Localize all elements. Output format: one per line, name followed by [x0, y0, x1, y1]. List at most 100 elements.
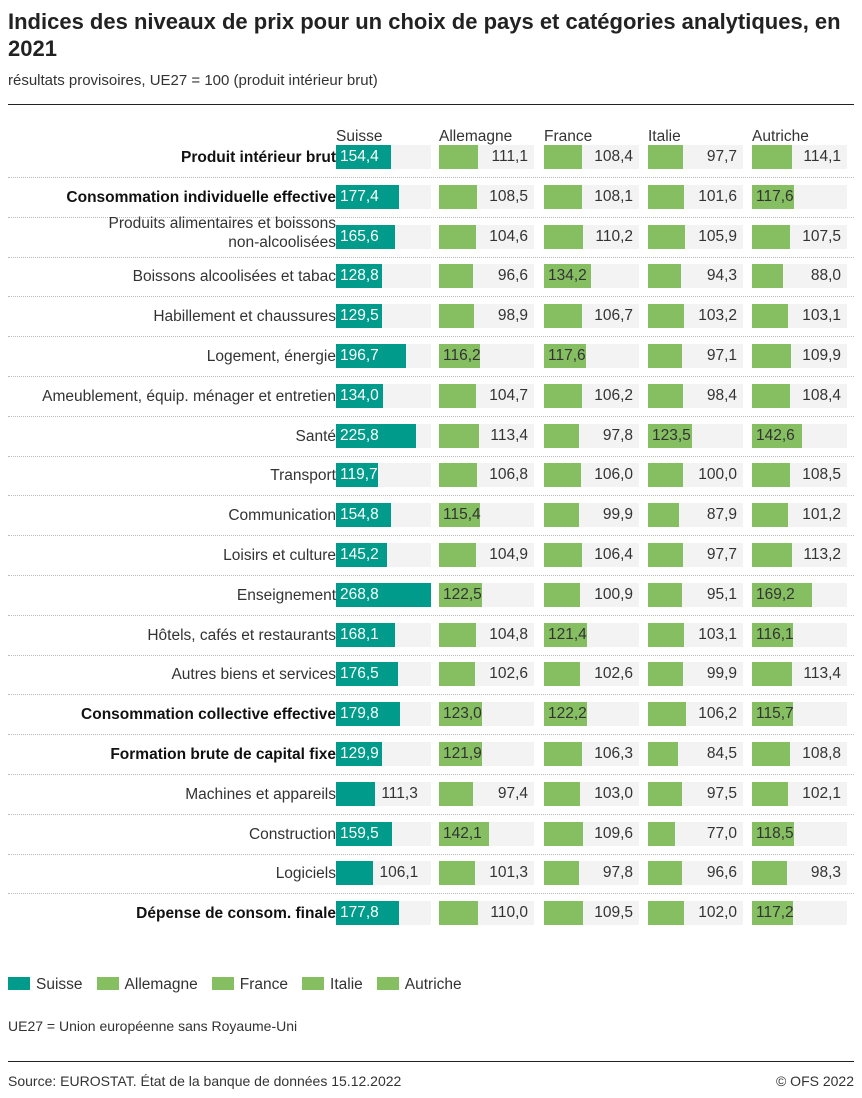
bar-italie	[648, 145, 683, 169]
data-label: 115,7	[756, 705, 794, 723]
data-label: 88,0	[810, 267, 841, 285]
bar-cell: 97,8	[544, 423, 639, 448]
row-label: Logiciels	[275, 865, 336, 883]
data-label: 99,9	[602, 506, 633, 524]
data-label: 119,7	[340, 466, 378, 484]
data-label: 159,5	[340, 824, 379, 842]
data-label: 169,2	[756, 585, 795, 603]
row-separator	[8, 495, 854, 497]
bar-france	[544, 344, 586, 368]
data-label: 84,5	[706, 745, 737, 762]
bar-autriche	[752, 264, 784, 289]
bar-cell: 99,9	[544, 503, 639, 528]
bar-allemagne	[439, 821, 490, 846]
data-label: 113,4	[803, 665, 841, 683]
bar-cell: 98,4	[648, 383, 743, 408]
bar-cell: 106,2	[648, 702, 743, 727]
bar-cell: 122,2	[544, 702, 639, 727]
footnote: UE27 = Union européenne sans Royaume-Uni	[8, 1018, 298, 1034]
legend-item-italie: Italie	[302, 976, 363, 994]
row-label: Construction	[248, 825, 336, 843]
bar-italie	[648, 702, 686, 727]
bar-cell: 88,0	[752, 264, 847, 289]
bar-italie	[648, 344, 683, 368]
legend-item-france: France	[211, 976, 288, 994]
row-label: Consommation collective effective	[81, 706, 336, 724]
bar-cell: 176,5	[336, 662, 431, 687]
bar-cell: 108,4	[752, 383, 847, 408]
legend-item-suisse: Suisse	[8, 976, 83, 994]
data-label: 77,0	[706, 824, 737, 842]
data-label: 107,5	[802, 227, 841, 245]
bar-cell: 142,6	[752, 423, 847, 448]
data-label: 109,9	[802, 347, 841, 364]
bar-cell: 165,6	[336, 224, 431, 249]
bar-cell: 102,0	[648, 901, 743, 926]
bar-cell: 107,5	[752, 224, 847, 249]
data-label: 106,2	[594, 386, 633, 404]
legend-label: Suisse	[36, 976, 83, 993]
row-label: Logement, énergie	[206, 348, 336, 365]
data-label: 116,2	[443, 347, 481, 364]
data-label: 98,4	[706, 386, 737, 404]
bar-cell: 142,1	[439, 821, 534, 846]
data-label: 100,9	[594, 585, 633, 603]
bar-cell: 99,9	[648, 662, 743, 687]
bar-autriche	[752, 861, 787, 886]
legend-swatch	[8, 977, 30, 990]
bar-cell: 115,7	[752, 702, 847, 727]
row-separator	[8, 813, 854, 815]
column-header-italie: Italie	[648, 128, 681, 145]
bar-italie	[648, 304, 685, 329]
data-label: 177,8	[340, 904, 379, 922]
bar-cell: 108,1	[544, 184, 639, 209]
bar-autriche	[752, 383, 791, 408]
bar-france	[544, 622, 587, 647]
row-separator	[8, 614, 854, 616]
bar-autriche	[752, 184, 794, 209]
row-separator	[8, 336, 854, 338]
bar-italie	[648, 184, 684, 209]
row-separator	[8, 177, 854, 178]
bar-france	[544, 901, 583, 926]
data-label: 95,1	[706, 585, 737, 603]
bar-france	[544, 781, 581, 806]
row-label: Produits alimentaires et boissons non-al…	[108, 214, 336, 251]
bar-cell: 108,4	[544, 145, 639, 169]
bar-cell: 108,5	[439, 184, 534, 209]
column-header-suisse: Suisse	[336, 128, 383, 145]
bar-cell: 196,7	[336, 344, 431, 368]
bar-cell: 111,3	[336, 781, 431, 806]
bar-cell: 97,5	[648, 781, 743, 806]
bar-allemagne	[439, 264, 474, 289]
data-label: 122,2	[548, 705, 587, 723]
bar-allemagne	[439, 463, 477, 488]
bar-autriche	[752, 901, 794, 926]
bar-cell: 154,4	[336, 145, 431, 169]
bar-cell: 169,2	[752, 582, 847, 607]
data-label: 106,3	[594, 745, 633, 762]
data-label: 97,8	[602, 426, 633, 444]
bar-cell: 118,5	[752, 821, 847, 846]
data-label: 121,4	[548, 625, 587, 643]
bar-cell: 116,1	[752, 622, 847, 647]
row-separator	[8, 575, 854, 576]
bar-suisse	[336, 145, 391, 169]
row-label: Produit intérieur brut	[181, 149, 336, 166]
data-label: 176,5	[340, 665, 379, 683]
copyright: © OFS 2022	[775, 1073, 854, 1089]
bar-cell: 114,1	[752, 145, 847, 169]
data-label: 129,9	[340, 745, 379, 762]
bar-cell: 103,1	[752, 304, 847, 329]
row-label: Transport	[270, 467, 336, 485]
data-label: 134,2	[548, 267, 587, 285]
bar-france	[544, 543, 582, 567]
data-label: 142,6	[756, 426, 795, 444]
bar-suisse	[336, 264, 382, 289]
bar-allemagne	[439, 184, 478, 209]
bar-cell: 106,4	[544, 543, 639, 567]
row-separator	[8, 376, 854, 377]
bar-autriche	[752, 622, 794, 647]
data-label: 102,1	[802, 784, 841, 802]
